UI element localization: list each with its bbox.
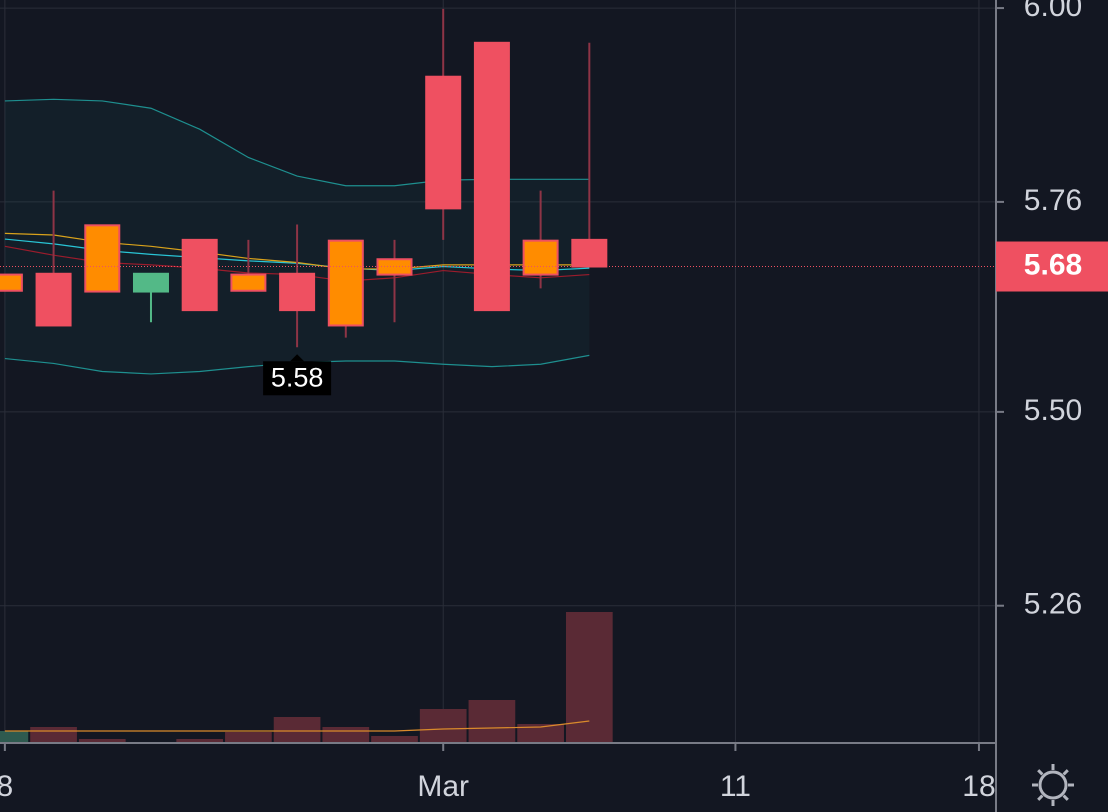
candle-body [425, 75, 462, 210]
x-tick-label: 11 [720, 770, 751, 803]
volume-bar [468, 700, 516, 743]
volume-bar [225, 732, 272, 743]
last-price-label: 5.68 [1024, 248, 1082, 281]
low-marker-arrow [290, 354, 305, 362]
candle-body [522, 239, 559, 276]
settings-icon[interactable] [1032, 764, 1074, 806]
volume-bar [273, 717, 321, 743]
candle-body [84, 224, 121, 293]
gear-tooth [1037, 794, 1044, 801]
low-marker-label: 5.58 [271, 362, 324, 392]
candle-body [181, 238, 218, 312]
volume-ma-line [4, 720, 590, 732]
candle-body [327, 239, 364, 327]
candle-body [571, 238, 608, 268]
volume-bar [30, 727, 77, 743]
volume-bar [176, 739, 224, 743]
volume-bar [0, 731, 29, 743]
x-tick-label: 18 [962, 770, 995, 803]
y-tick-label: 5.50 [1024, 394, 1082, 427]
candle-body [35, 272, 72, 327]
candle-body [279, 272, 316, 312]
gear-ring [1038, 770, 1068, 800]
x-tick-label: 8 [0, 770, 13, 803]
y-tick-label: 5.76 [1024, 184, 1082, 217]
x-tick-label: Mar [417, 770, 469, 803]
candle-body [0, 273, 23, 292]
volume-bar [419, 709, 467, 743]
candle-body [473, 41, 510, 312]
y-tick-label: 5.26 [1024, 588, 1082, 621]
gear-tooth [1062, 769, 1069, 776]
volume-bar [322, 727, 370, 743]
gear-tooth [1037, 769, 1044, 776]
volume-bar [78, 739, 126, 743]
candle-body [132, 272, 169, 293]
y-tick-label: 6.00 [1024, 0, 1082, 23]
candle-body [376, 258, 413, 276]
volume-bar [371, 736, 418, 743]
last-price-box [996, 241, 1108, 292]
low-marker-box [263, 361, 332, 396]
candle-body [230, 273, 267, 292]
volume-bar [517, 724, 564, 743]
gear-tooth [1062, 794, 1069, 801]
